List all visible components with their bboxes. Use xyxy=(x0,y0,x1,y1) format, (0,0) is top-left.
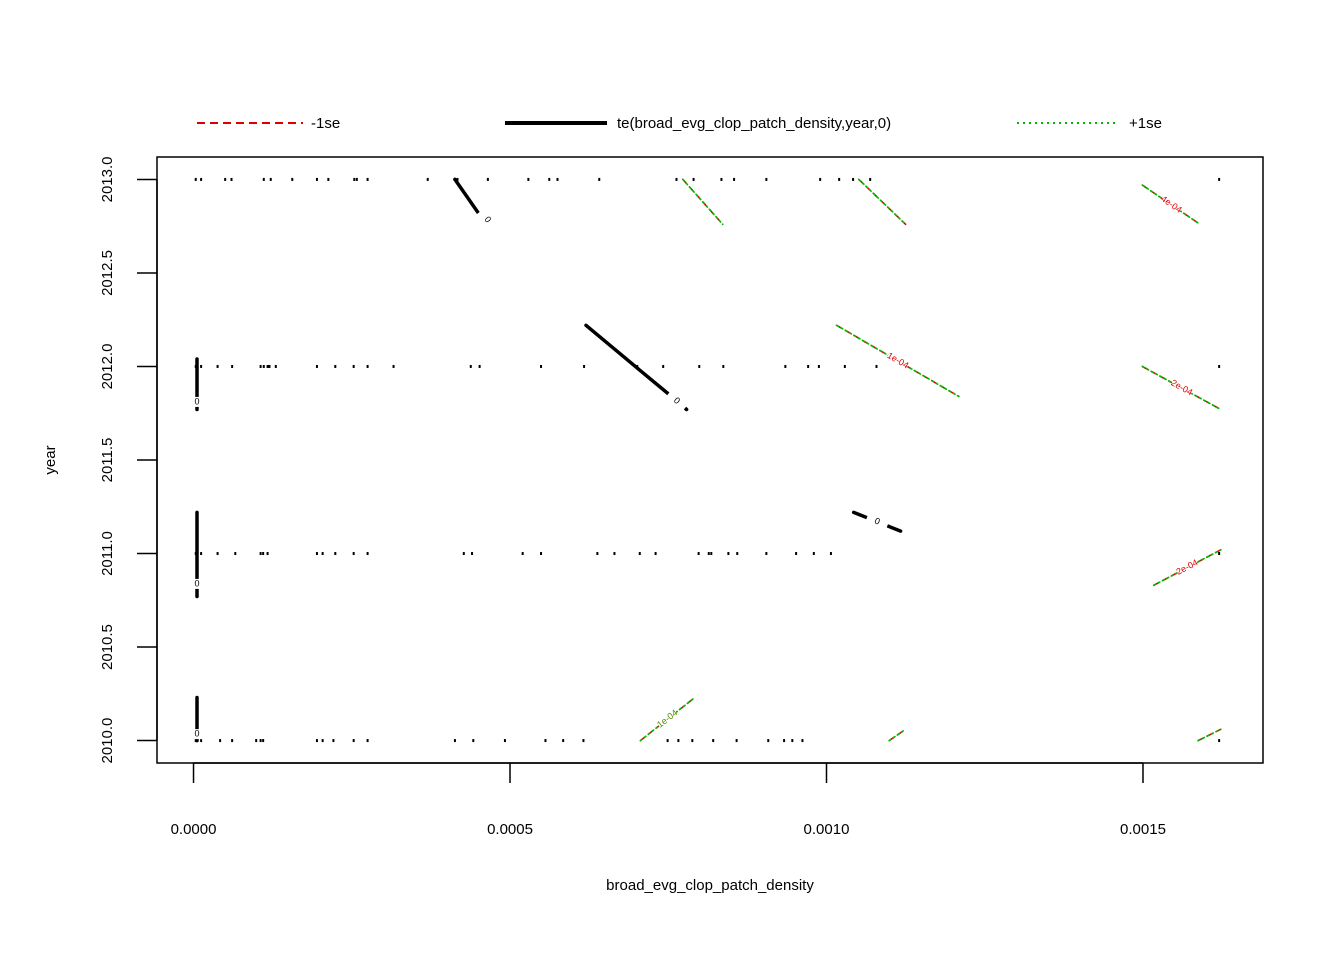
plus-se-contour xyxy=(683,179,723,224)
plot-frame xyxy=(157,157,1263,763)
x-tick-label: 0.0010 xyxy=(804,821,850,838)
y-tick-label: 2011.5 xyxy=(99,438,116,483)
legend-entry: +1se xyxy=(1017,115,1162,132)
y-tick-label: 2011.0 xyxy=(99,531,116,576)
y-tick-label: 2010.0 xyxy=(99,718,116,764)
minus-se-contour-label: 2e-04 xyxy=(1169,378,1194,398)
y-axis: 2010.0 2010.5 2011.0 2011.5 2012.0 2012.5 2013… xyxy=(99,156,157,763)
minus-se-contour-label: 1e-04 xyxy=(886,350,911,370)
legend-label: -1se xyxy=(311,115,340,132)
fit-contour-label: 0 xyxy=(194,578,199,588)
y-tick-label: 2013.0 xyxy=(99,156,116,202)
fit-contour-label: 0 xyxy=(194,396,199,406)
rug-marks xyxy=(196,178,1219,742)
legend-label: te(broad_evg_clop_patch_density,year,0) xyxy=(617,115,891,132)
x-axis: 0.0000 0.0005 0.0010 0.0015 xyxy=(171,763,1166,838)
legend: -1se te(broad_evg_clop_patch_density,year… xyxy=(197,115,1162,132)
x-axis-label: broad_evg_clop_patch_density xyxy=(606,877,814,894)
y-axis-label: year xyxy=(42,445,59,474)
y-tick-label: 2010.5 xyxy=(99,624,116,670)
y-tick-label: 2012.5 xyxy=(99,250,116,296)
legend-entry: -1se xyxy=(197,115,340,132)
x-tick-label: 0.0000 xyxy=(171,821,217,838)
contour-lines xyxy=(197,179,1221,740)
minus-se-contour-label: 4e-04 xyxy=(1159,194,1184,215)
legend-entry: te(broad_evg_clop_patch_density,year,0) xyxy=(505,115,891,132)
plus-se-contour xyxy=(859,179,906,224)
fit-contour-label: 0 xyxy=(194,728,199,738)
x-tick-label: 0.0005 xyxy=(487,821,533,838)
legend-label: +1se xyxy=(1129,115,1162,132)
minus-se-contour-label: 2e-04 xyxy=(1174,557,1199,577)
x-tick-label: 0.0015 xyxy=(1120,821,1166,838)
y-tick-label: 2012.0 xyxy=(99,344,116,390)
